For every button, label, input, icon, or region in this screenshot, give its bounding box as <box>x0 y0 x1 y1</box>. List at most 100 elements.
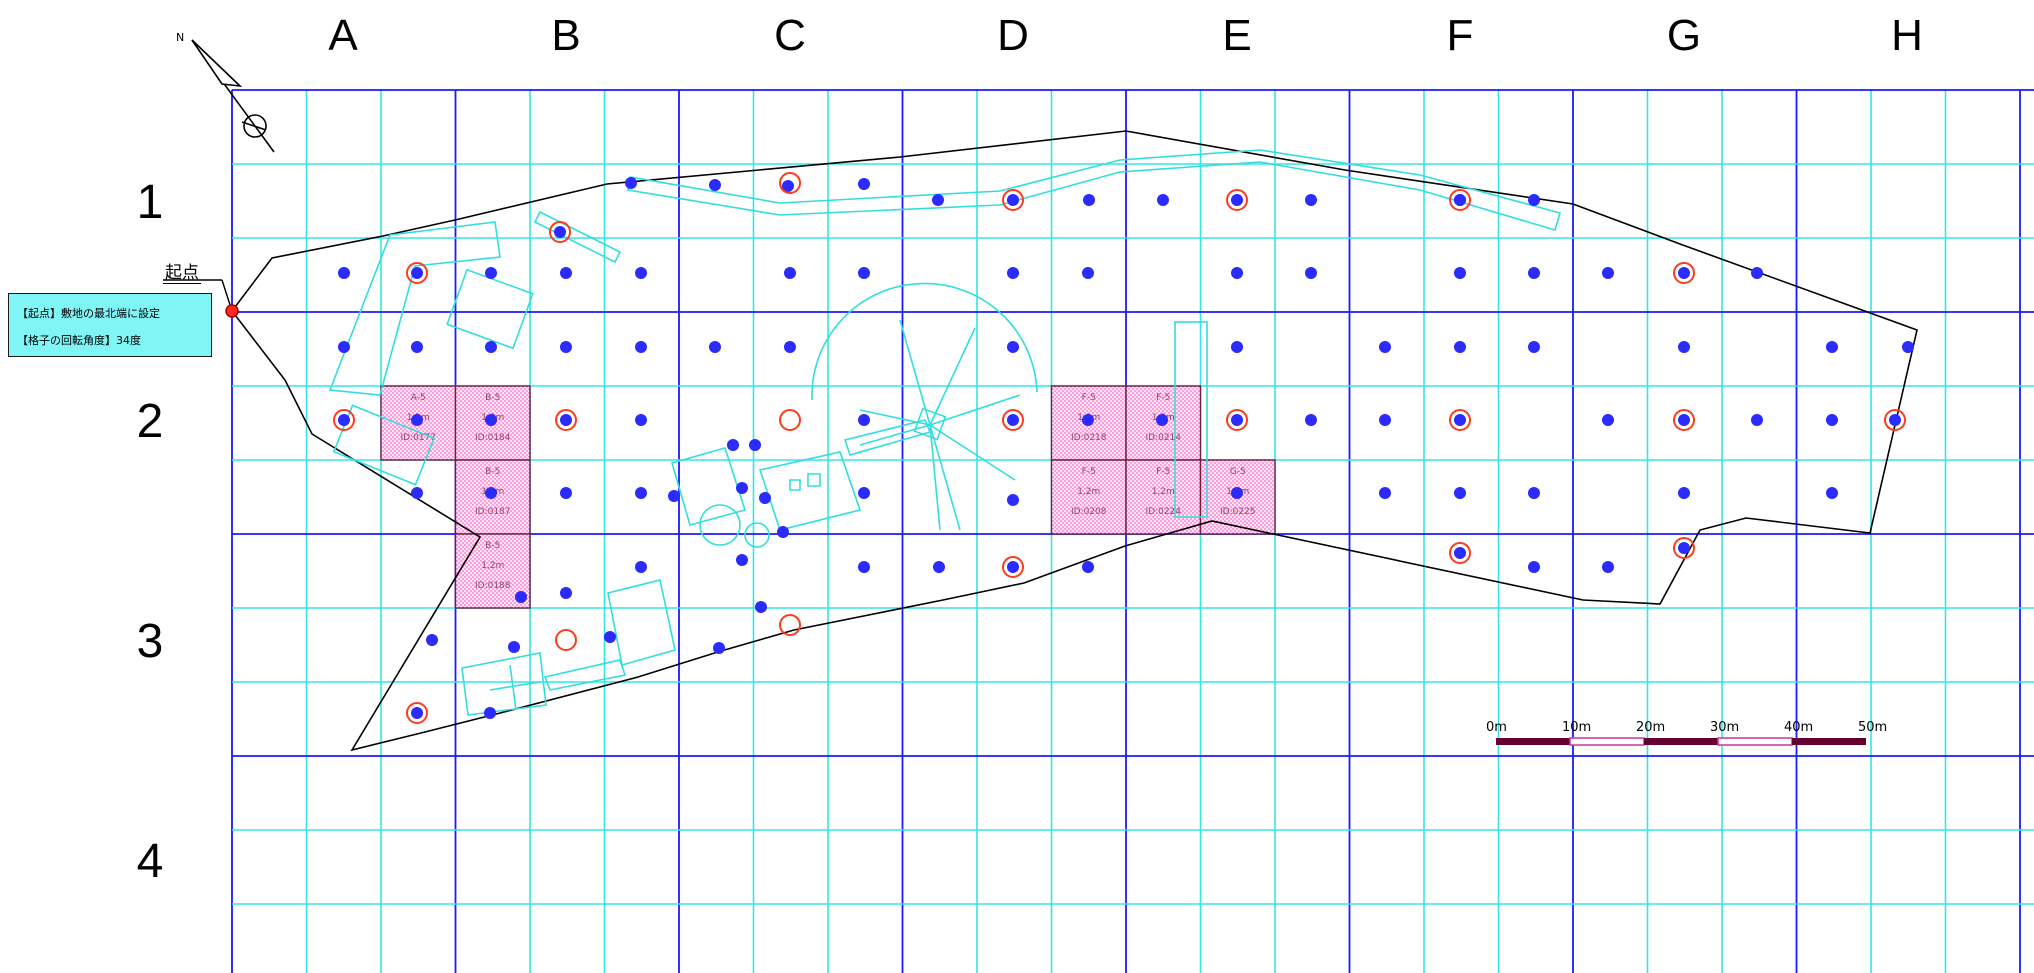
sample-point <box>1082 561 1094 573</box>
sample-point <box>709 179 721 191</box>
priority-sample-point <box>1449 542 1471 564</box>
building-outline-a2 <box>332 404 436 486</box>
sample-point <box>1602 561 1614 573</box>
sample-point <box>426 634 438 646</box>
equipment-outline-b3 <box>461 579 676 716</box>
sample-point <box>1826 414 1838 426</box>
sample-point <box>932 194 944 206</box>
sample-point <box>1528 267 1540 279</box>
priority-sample-point <box>1002 409 1024 431</box>
priority-sample-point <box>1673 409 1695 431</box>
sample-point <box>782 180 794 192</box>
priority-sample-point <box>406 262 428 284</box>
radial-hub <box>913 407 947 441</box>
row-label-1: 1 <box>137 176 164 229</box>
hatched-cell-label: B-5 <box>485 393 500 403</box>
priority-sample-point <box>1002 189 1024 211</box>
sample-point <box>1678 341 1690 353</box>
sample-point <box>338 341 350 353</box>
north-corridor-outline <box>627 149 1561 231</box>
sample-point <box>1157 194 1169 206</box>
sample-point <box>1231 267 1243 279</box>
sample-points <box>333 172 1914 724</box>
sample-point <box>858 267 870 279</box>
hatched-cell-label: ID:0225 <box>1220 507 1256 517</box>
sample-point <box>411 341 423 353</box>
column-label-h: H <box>1891 11 1923 60</box>
sample-point <box>1528 194 1540 206</box>
scale-tick-50: 50m <box>1858 720 1887 735</box>
origin-label: 起点 <box>163 258 201 284</box>
hatched-cell: B-5 1,2m ID:0188 <box>454 533 531 609</box>
sample-point <box>1305 194 1317 206</box>
priority-sample-point <box>779 614 801 636</box>
sample-point <box>1007 494 1019 506</box>
sample-point <box>560 267 572 279</box>
sample-point <box>1379 341 1391 353</box>
hatched-cell-label: 1,2m <box>1077 487 1100 497</box>
scale-tick-20: 20m <box>1636 720 1665 735</box>
column-label-g: G <box>1667 11 1701 60</box>
sample-point <box>1602 414 1614 426</box>
priority-sample-point <box>1226 409 1248 431</box>
column-label-d: D <box>997 11 1029 60</box>
priority-sample-point <box>1449 409 1471 431</box>
priority-sample-point <box>779 172 801 194</box>
pipe-outline-b1 <box>533 210 622 264</box>
sample-point <box>560 487 572 499</box>
sample-point <box>560 587 572 599</box>
facility-outlines <box>328 149 1561 716</box>
priority-sample-point <box>549 221 571 243</box>
sample-point <box>1454 267 1466 279</box>
sample-point <box>1156 414 1168 426</box>
sample-point <box>1305 414 1317 426</box>
priority-sample-point <box>555 629 577 651</box>
sample-point <box>485 414 497 426</box>
sample-point <box>709 341 721 353</box>
radial-spokes <box>859 319 1021 531</box>
sample-point <box>515 591 527 603</box>
column-labels: A B C D E F G H <box>328 11 1923 60</box>
arm-outline-c2 <box>843 419 932 456</box>
hatched-cell-label: F-5 <box>1156 467 1170 477</box>
radial-structure <box>811 282 1038 401</box>
column-label-f: F <box>1447 11 1474 60</box>
scale-tick-10: 10m <box>1562 720 1591 735</box>
hatched-cells: A-51,2mID:0177B-51,2mID:0184B-51,2mID:01… <box>380 385 1276 609</box>
scale-bar: 0m 10m 20m 30m 40m 50m <box>1486 720 1887 746</box>
priority-sample-point <box>1226 189 1248 211</box>
sample-point <box>604 631 616 643</box>
priority-sample-point <box>1449 189 1471 211</box>
sample-point <box>1528 341 1540 353</box>
compass-north-arrow-icon <box>191 39 275 153</box>
sample-point <box>759 492 771 504</box>
sample-point <box>668 490 680 502</box>
priority-sample-point <box>555 409 577 431</box>
scale-tick-40: 40m <box>1784 720 1813 735</box>
sample-point <box>1379 414 1391 426</box>
sample-point <box>749 439 761 451</box>
hatched-cell-label: B-5 <box>485 541 500 551</box>
hatched-cell-label: F-5 <box>1156 393 1170 403</box>
hatched-cell-label: ID:0177 <box>400 433 436 443</box>
scale-tick-30: 30m <box>1710 720 1739 735</box>
priority-sample-point <box>1002 556 1024 578</box>
hatched-cell-label: 1,2m <box>1152 487 1175 497</box>
sample-point <box>933 561 945 573</box>
legend-line-rotation: 【格子の回転角度】34度 <box>17 334 141 347</box>
sample-point <box>713 642 725 654</box>
sample-point <box>625 177 637 189</box>
sample-point <box>1007 267 1019 279</box>
column-label-e: E <box>1222 11 1251 60</box>
priority-sample-point <box>1673 537 1695 559</box>
sample-point <box>1826 487 1838 499</box>
sample-point <box>1231 341 1243 353</box>
sample-point <box>485 267 497 279</box>
hatched-cell-label: G-5 <box>1230 467 1246 477</box>
sample-point <box>755 601 767 613</box>
sample-point <box>1007 341 1019 353</box>
sample-point <box>736 554 748 566</box>
hatched-cell-label: ID:0218 <box>1071 433 1107 443</box>
sample-point <box>485 487 497 499</box>
sample-point <box>1528 487 1540 499</box>
